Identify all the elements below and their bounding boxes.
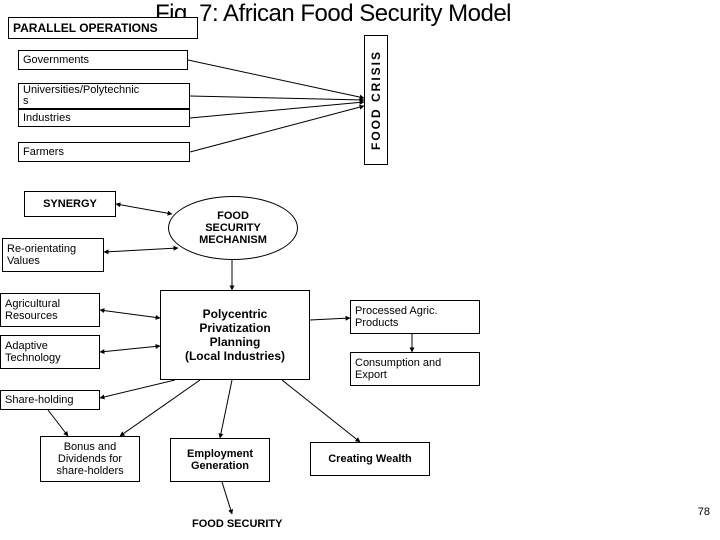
food-security-mechanism-ellipse: FOOD SECURITY MECHANISM bbox=[168, 196, 298, 260]
employment-generation-box: Employment Generation bbox=[170, 438, 270, 482]
bonus-dividends-box: Bonus and Dividends for share-holders bbox=[40, 436, 140, 482]
synergy-label: SYNERGY bbox=[43, 198, 97, 210]
edge-adapt_to_poly bbox=[100, 346, 160, 352]
edge-poly_to_share_a bbox=[100, 380, 175, 398]
shareholding-label: Share-holding bbox=[5, 394, 74, 406]
shareholding-box: Share-holding bbox=[0, 390, 100, 410]
food-security-mechanism-label: FOOD SECURITY MECHANISM bbox=[199, 210, 267, 246]
processed-products-label: Processed Agric. Products bbox=[355, 305, 438, 329]
edge-poly_to_wealth bbox=[282, 380, 360, 442]
employment-generation-label: Employment Generation bbox=[187, 448, 253, 472]
bonus-dividends-label: Bonus and Dividends for share-holders bbox=[56, 441, 123, 477]
universities-label: Universities/Polytechnic s bbox=[23, 85, 139, 107]
processed-products-box: Processed Agric. Products bbox=[350, 300, 480, 334]
parallel-operations-box: PARALLEL OPERATIONS bbox=[8, 17, 198, 39]
food-crisis-label: FOOD CRISIS bbox=[369, 50, 383, 150]
creating-wealth-label: Creating Wealth bbox=[328, 453, 412, 465]
governments-box: Governments bbox=[18, 50, 188, 70]
edge-poly_to_proc bbox=[310, 318, 350, 320]
adaptive-technology-box: Adaptive Technology bbox=[0, 335, 100, 369]
edge-agri_to_poly bbox=[100, 310, 160, 318]
reorientating-values-box: Re-orientating Values bbox=[2, 238, 104, 272]
industries-label: Industries bbox=[23, 112, 71, 124]
edge-fsm_to_reorient bbox=[104, 248, 178, 252]
edge-industries_r bbox=[190, 102, 364, 118]
food-crisis-box: FOOD CRISIS bbox=[364, 35, 388, 165]
edge-share_to_bonus bbox=[48, 410, 68, 436]
consumption-export-box: Consumption and Export bbox=[350, 352, 480, 386]
farmers-label: Farmers bbox=[23, 146, 64, 158]
edge-poly_to_bonus bbox=[120, 380, 200, 436]
universities-box: Universities/Polytechnic s bbox=[18, 83, 190, 109]
edge-synergy_to_fsm bbox=[116, 204, 172, 214]
edge-farmers_r bbox=[190, 106, 364, 152]
consumption-export-label: Consumption and Export bbox=[355, 357, 441, 381]
farmers-box: Farmers bbox=[18, 142, 190, 162]
bottom-food-security-text: FOOD SECURITY bbox=[192, 518, 282, 530]
governments-label: Governments bbox=[23, 54, 89, 66]
polycentric-box: Polycentric Privatization Planning (Loca… bbox=[160, 290, 310, 380]
edge-universities_r bbox=[190, 96, 364, 100]
edge-emp_to_bottom bbox=[222, 482, 232, 514]
edge-poly_to_emp bbox=[220, 380, 232, 438]
parallel-operations-label: PARALLEL OPERATIONS bbox=[13, 21, 158, 35]
edge-governments_r bbox=[188, 60, 364, 98]
polycentric-label: Polycentric Privatization Planning (Loca… bbox=[185, 307, 285, 363]
creating-wealth-box: Creating Wealth bbox=[310, 442, 430, 476]
page-number: 78 bbox=[698, 506, 710, 518]
agricultural-resources-label: Agricultural Resources bbox=[5, 298, 60, 322]
figure-title: Fig. 7: African Food Security Model bbox=[155, 0, 511, 28]
agricultural-resources-box: Agricultural Resources bbox=[0, 293, 100, 327]
adaptive-technology-label: Adaptive Technology bbox=[5, 340, 61, 364]
synergy-box: SYNERGY bbox=[24, 191, 116, 217]
industries-box: Industries bbox=[18, 109, 190, 127]
reorientating-values-label: Re-orientating Values bbox=[7, 243, 76, 267]
